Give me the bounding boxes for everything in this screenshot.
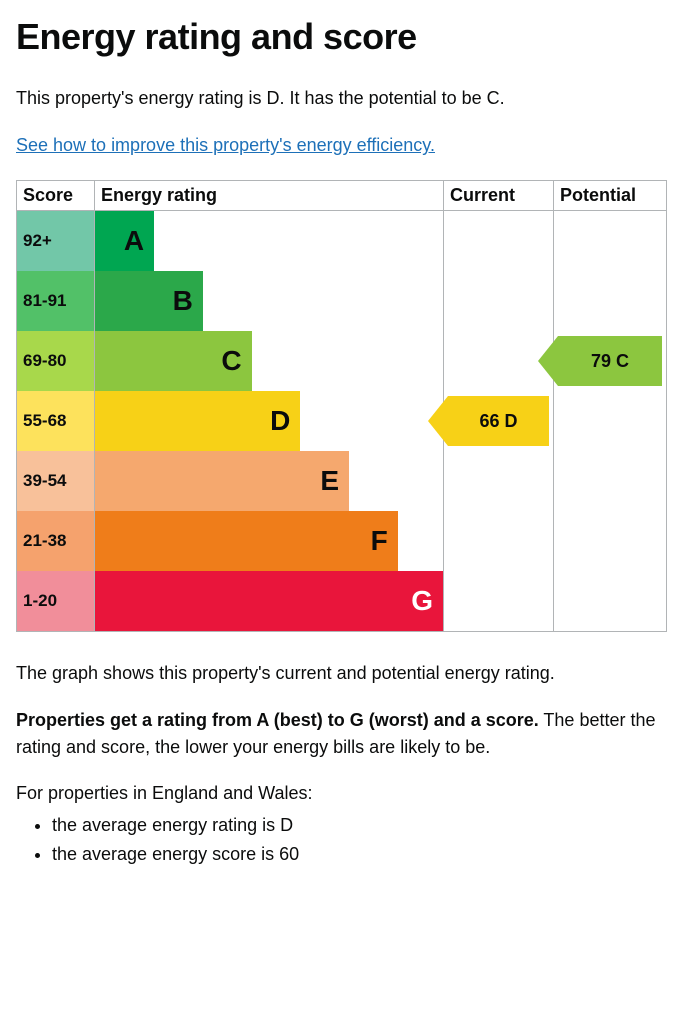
current-cell <box>444 511 554 571</box>
intro-text: This property's energy rating is D. It h… <box>16 86 667 111</box>
potential-cell <box>554 211 666 271</box>
page-title: Energy rating and score <box>16 16 667 58</box>
header-score: Score <box>17 181 95 210</box>
rating-bar: G <box>95 571 443 631</box>
list-item: the average energy score is 60 <box>52 841 667 868</box>
improve-efficiency-link[interactable]: See how to improve this property's energ… <box>16 135 435 156</box>
list-item: the average energy rating is D <box>52 812 667 839</box>
current-cell <box>444 271 554 331</box>
chart-row: 92+A <box>17 211 666 271</box>
rating-bar: E <box>95 451 349 511</box>
marker-arrow-icon <box>428 396 448 446</box>
chart-row: 1-20G <box>17 571 666 631</box>
potential-cell <box>554 271 666 331</box>
current-cell <box>444 571 554 631</box>
score-cell: 69-80 <box>17 331 95 391</box>
score-cell: 55-68 <box>17 391 95 451</box>
averages-intro: For properties in England and Wales: <box>16 783 667 804</box>
current-marker: 66 D <box>448 396 549 446</box>
energy-rating-chart: Score Energy rating Current Potential 92… <box>16 180 667 632</box>
chart-row: 55-68D 66 D <box>17 391 666 451</box>
score-cell: 1-20 <box>17 571 95 631</box>
rating-cell: G <box>95 571 444 631</box>
rating-cell: B <box>95 271 444 331</box>
score-cell: 39-54 <box>17 451 95 511</box>
header-potential: Potential <box>554 181 666 210</box>
chart-row: 81-91B <box>17 271 666 331</box>
potential-cell <box>554 571 666 631</box>
rating-bar: F <box>95 511 398 571</box>
rating-bar: A <box>95 211 154 271</box>
rating-cell: A <box>95 211 444 271</box>
score-cell: 81-91 <box>17 271 95 331</box>
rating-explanation: Properties get a rating from A (best) to… <box>16 707 667 761</box>
chart-row: 21-38F <box>17 511 666 571</box>
chart-header: Score Energy rating Current Potential <box>17 181 666 211</box>
potential-cell <box>554 511 666 571</box>
potential-marker: 79 C <box>558 336 662 386</box>
rating-bar: B <box>95 271 203 331</box>
chart-caption: The graph shows this property's current … <box>16 660 667 687</box>
marker-arrow-icon <box>538 336 558 386</box>
header-rating: Energy rating <box>95 181 444 210</box>
current-cell <box>444 451 554 511</box>
potential-cell: 79 C <box>554 331 666 391</box>
potential-cell <box>554 391 666 451</box>
current-cell <box>444 211 554 271</box>
header-current: Current <box>444 181 554 210</box>
chart-row: 39-54E <box>17 451 666 511</box>
rating-cell: C <box>95 331 444 391</box>
rating-cell: F <box>95 511 444 571</box>
rating-cell: E <box>95 451 444 511</box>
potential-cell <box>554 451 666 511</box>
rating-bar: D <box>95 391 300 451</box>
current-cell: 66 D <box>444 391 554 451</box>
rating-bar: C <box>95 331 252 391</box>
score-cell: 92+ <box>17 211 95 271</box>
score-cell: 21-38 <box>17 511 95 571</box>
rating-cell: D <box>95 391 444 451</box>
averages-list: the average energy rating is Dthe averag… <box>16 812 667 868</box>
chart-row: 69-80C 79 C <box>17 331 666 391</box>
